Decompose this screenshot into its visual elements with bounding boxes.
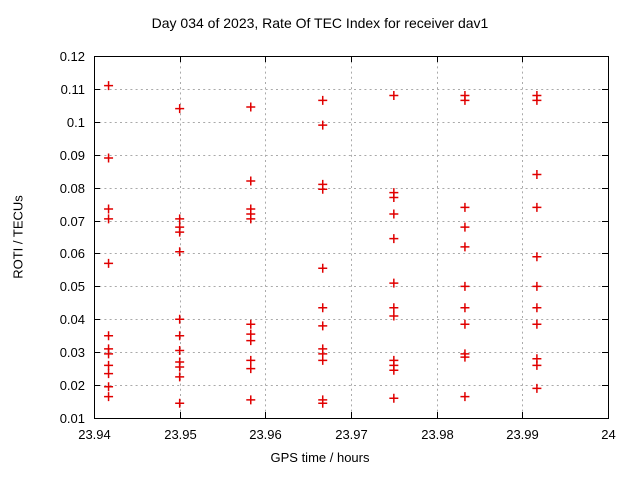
y-tick-label: 0.02 — [60, 378, 85, 393]
data-point-marker — [389, 209, 399, 219]
data-point-marker — [532, 169, 542, 179]
data-point-marker — [532, 95, 542, 105]
y-tick-label: 0.05 — [60, 279, 85, 294]
data-point-marker — [389, 193, 399, 203]
data-point-marker — [532, 319, 542, 329]
data-point-marker — [104, 153, 114, 163]
data-point-marker — [389, 393, 399, 403]
data-point-marker — [460, 303, 470, 313]
data-point-marker — [460, 392, 470, 402]
data-point-marker — [104, 214, 114, 224]
data-point-marker — [532, 252, 542, 262]
data-point-marker — [318, 355, 328, 365]
data-point-marker — [246, 336, 256, 346]
data-point-marker — [104, 369, 114, 379]
data-point-marker — [175, 227, 185, 237]
data-point-marker — [318, 303, 328, 313]
data-point-marker — [460, 352, 470, 362]
data-point-marker — [175, 362, 185, 372]
x-tick-label: 23.94 — [78, 427, 111, 442]
x-tick-label: 23.95 — [164, 427, 197, 442]
y-tick-label: 0.1 — [67, 115, 85, 130]
y-tick-label: 0.09 — [60, 148, 85, 163]
data-point-marker — [532, 281, 542, 291]
data-point-marker — [389, 278, 399, 288]
data-point-marker — [246, 102, 256, 112]
data-point-marker — [104, 204, 114, 214]
data-point-marker — [318, 321, 328, 331]
data-point-marker — [175, 346, 185, 356]
x-tick-label: 23.96 — [249, 427, 282, 442]
data-point-marker — [318, 95, 328, 105]
y-tick-label: 0.08 — [60, 181, 85, 196]
data-point-marker — [318, 398, 328, 408]
data-point-marker — [318, 184, 328, 194]
y-tick-label: 0.06 — [60, 246, 85, 261]
data-point-marker — [175, 398, 185, 408]
y-tick-label: 0.01 — [60, 411, 85, 426]
data-point-marker — [246, 176, 256, 186]
y-tick-label: 0.12 — [60, 49, 85, 64]
x-tick-label: 23.99 — [506, 427, 539, 442]
data-point-marker — [104, 392, 114, 402]
data-point-marker — [532, 383, 542, 393]
data-point-marker — [460, 281, 470, 291]
data-point-marker — [532, 360, 542, 370]
data-point-marker — [175, 372, 185, 382]
data-point-marker — [104, 81, 114, 91]
data-point-marker — [104, 360, 114, 370]
data-point-marker — [104, 331, 114, 341]
data-point-marker — [532, 303, 542, 313]
data-point-marker — [246, 355, 256, 365]
y-tick-label: 0.07 — [60, 214, 85, 229]
y-tick-label: 0.04 — [60, 312, 85, 327]
y-tick-label: 0.03 — [60, 345, 85, 360]
data-point-marker — [246, 395, 256, 405]
data-point-marker — [175, 247, 185, 257]
data-point-marker — [460, 202, 470, 212]
data-point-marker — [246, 214, 256, 224]
x-tick-label: 24 — [601, 427, 615, 442]
data-point-marker — [246, 319, 256, 329]
data-point-marker — [246, 364, 256, 374]
data-point-marker — [104, 258, 114, 268]
data-point-marker — [175, 214, 185, 224]
data-point-marker — [389, 90, 399, 100]
data-point-marker — [460, 95, 470, 105]
x-axis-label: GPS time / hours — [270, 450, 370, 465]
data-point-marker — [175, 314, 185, 324]
data-point-marker — [460, 319, 470, 329]
data-point-marker — [389, 234, 399, 244]
y-tick-label: 0.11 — [61, 82, 85, 97]
data-point-marker — [532, 202, 542, 212]
chart-title: Day 034 of 2023, Rate Of TEC Index for r… — [151, 15, 489, 31]
data-point-marker — [460, 222, 470, 232]
data-point-marker — [460, 242, 470, 252]
x-tick-label: 23.97 — [335, 427, 368, 442]
data-point-marker — [175, 331, 185, 341]
data-point-marker — [104, 382, 114, 392]
data-point-marker — [389, 365, 399, 375]
data-point-marker — [318, 263, 328, 273]
data-point-marker — [104, 349, 114, 359]
data-point-marker — [389, 311, 399, 321]
data-point-marker — [389, 303, 399, 313]
data-point-marker — [318, 120, 328, 130]
data-point-marker — [175, 104, 185, 114]
x-tick-label: 23.98 — [421, 427, 454, 442]
